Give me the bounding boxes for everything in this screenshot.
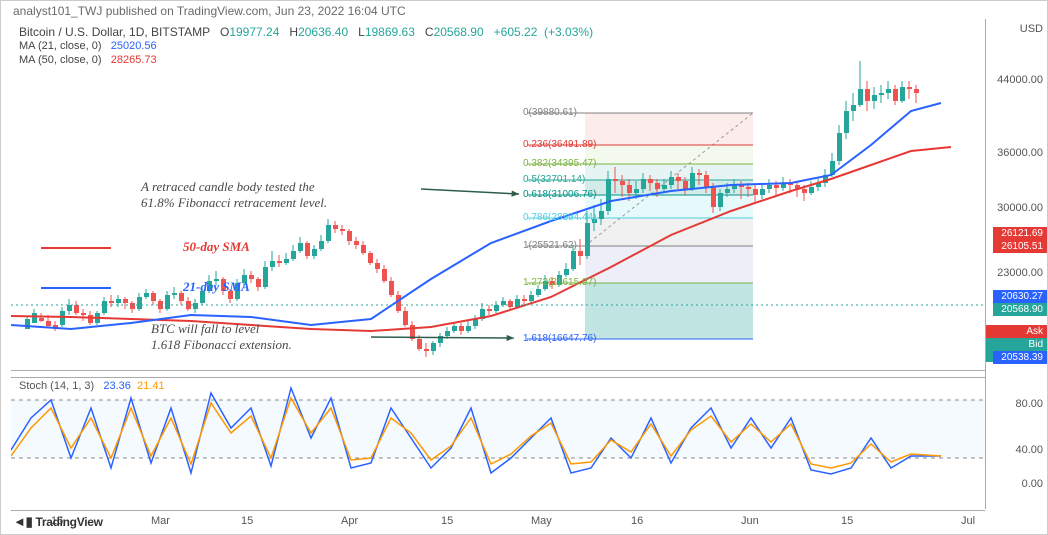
stoch-tick: 40.00 [1015,444,1043,456]
tradingview-logo: ◄▮ TradingView [13,514,103,530]
fib-level-label: 0.786(28594.44) [523,212,596,223]
fib-level-label: 1.272(21615.97) [523,277,596,288]
price-tag: 20630.27 [993,290,1047,303]
time-tick: May [531,515,552,527]
fib-level-label: 0.5(32701.14) [523,174,585,185]
time-tick: Apr [341,515,358,527]
price-tick: 23000.00 [997,267,1043,279]
time-tick: 16 [631,515,643,527]
time-axis[interactable]: 15Mar15Apr15May16Jun15Jul [11,510,985,534]
time-tick: Jul [961,515,975,527]
sma50-legend-line [41,247,111,249]
price-tick: 30000.00 [997,202,1043,214]
sma21-label: 21-day SMA [183,279,250,295]
price-axis-header: USD [1020,23,1043,35]
fib-level-label: 0.618(31006.76) [523,189,596,200]
price-tag: 26105.51 [993,240,1047,253]
sma50-label: 50-day SMA [183,239,250,255]
fib-level-label: 0.236(36491.89) [523,139,596,150]
annotation-retrace: A retraced candle body tested the 61.8% … [141,179,327,211]
stoch-svg [11,378,985,490]
fib-level-label: 1.618(16647.76) [523,333,596,344]
time-tick: Mar [151,515,170,527]
annotation-extension: BTC will fall to level 1.618 Fibonacci e… [151,321,292,353]
stoch-tick: 80.00 [1015,398,1043,410]
price-tick: 36000.00 [997,147,1043,159]
time-tick: 15 [441,515,453,527]
price-tick: 44000.00 [997,74,1043,86]
sma21-legend-line [41,287,111,289]
stoch-indicator: Stoch (14, 1, 3) 23.36 21.41 [19,380,165,392]
publisher-line: analyst101_TWJ published on TradingView.… [13,4,406,18]
time-tick: 15 [841,515,853,527]
stoch-tick: 0.00 [1022,478,1043,490]
price-tag: 26121.69 [993,227,1047,240]
time-tick: Jun [741,515,759,527]
stoch-k-value: 23.36 [103,380,131,392]
stoch-d-value: 21.41 [137,380,165,392]
time-tick: 15 [241,515,253,527]
fib-level-label: 0(39880.61) [523,107,577,118]
fib-level-label: 0.382(34395.47) [523,158,596,169]
fib-level-label: 1(25521.62) [523,240,577,251]
price-chart[interactable]: 0(39880.61) 0.236(36491.89) 0.382(34395.47… [11,21,985,371]
stoch-panel[interactable]: Stoch (14, 1, 3) 23.36 21.41 80.0040.000… [11,377,985,489]
price-tag: 20568.90 [993,303,1047,316]
price-tag: 20538.39 [993,351,1047,364]
